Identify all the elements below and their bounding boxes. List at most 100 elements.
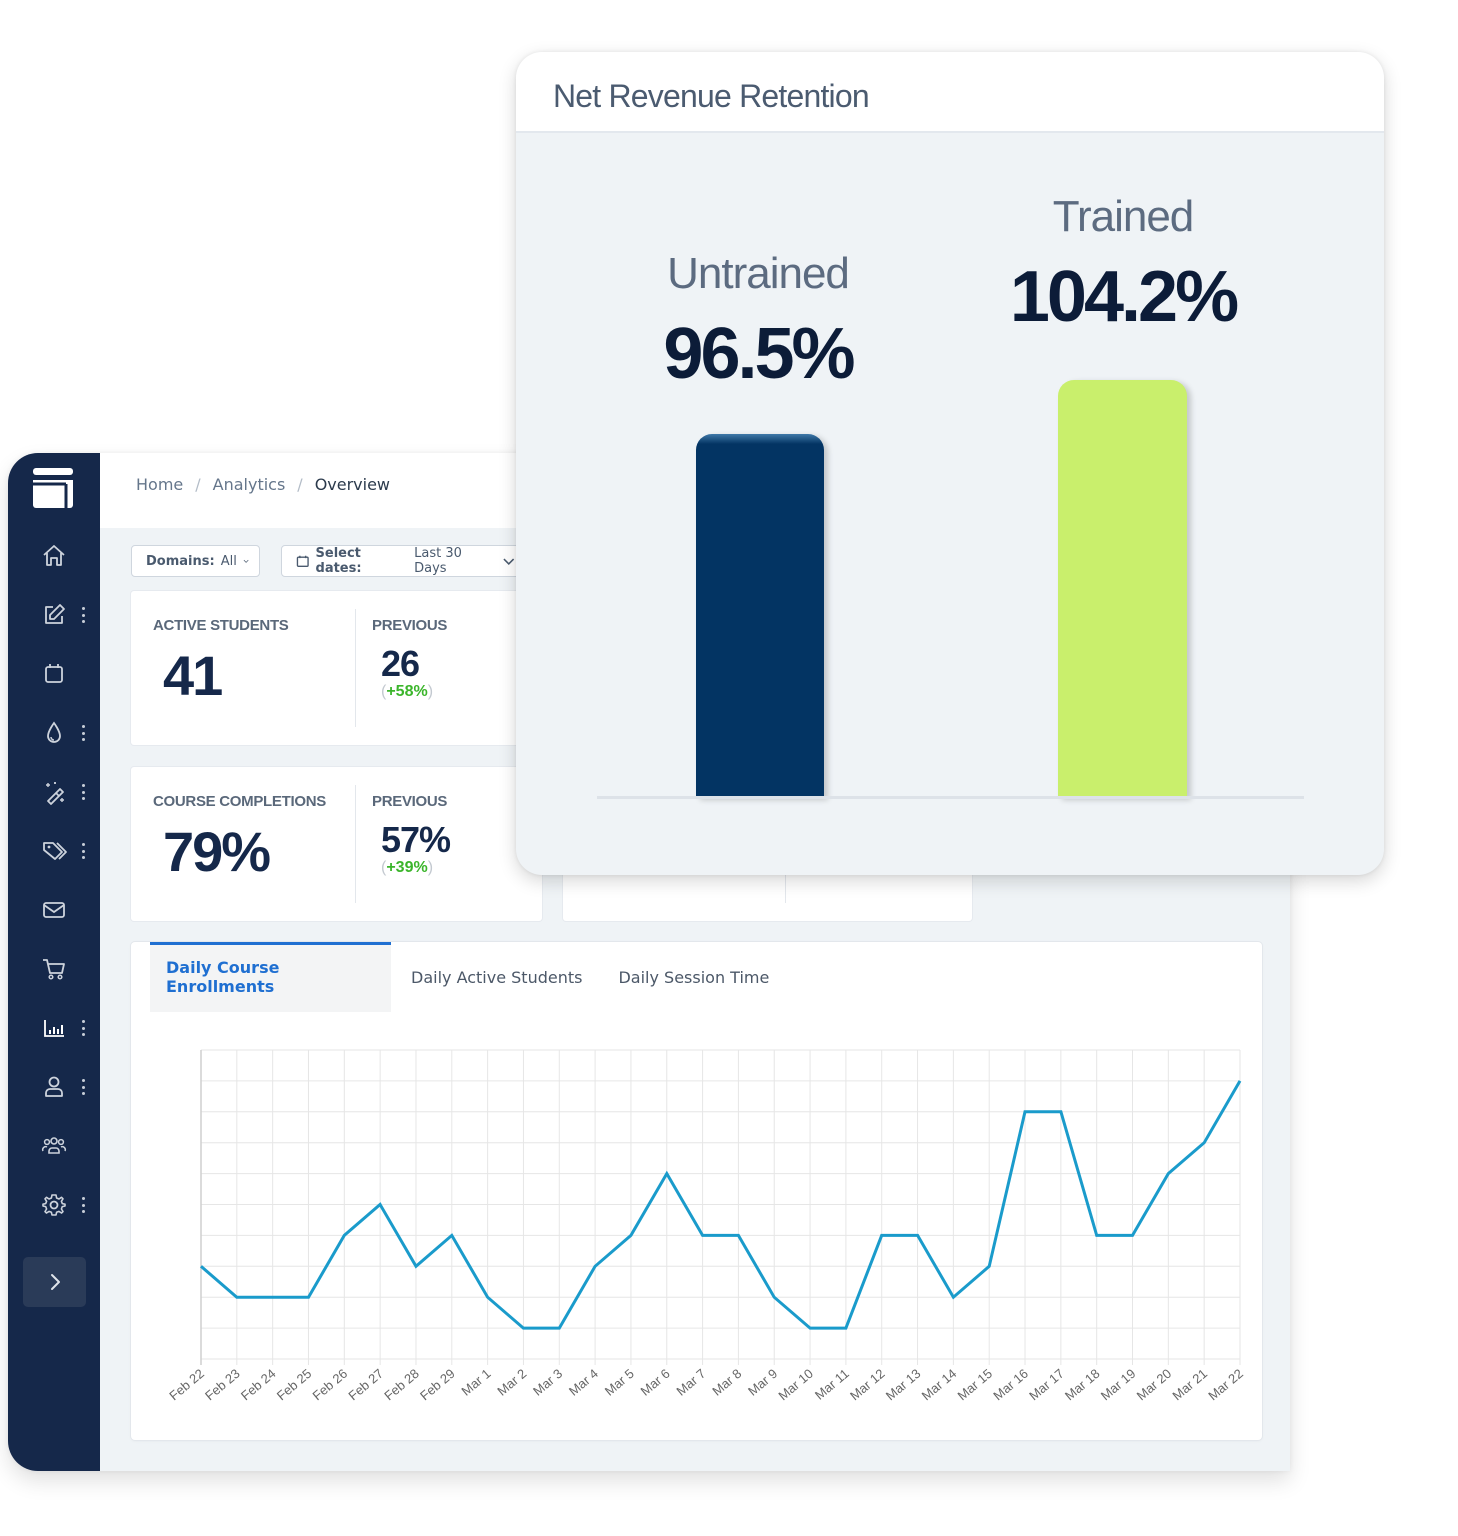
tab-daily-active-students[interactable]: Daily Active Students [411,967,583,987]
x-tick-label: Mar 10 [775,1366,816,1404]
magic-wand-icon [46,782,64,805]
breadcrumb-separator: / [297,475,303,494]
x-tick-label: Feb 29 [417,1366,458,1404]
date-filter-label: Select dates: [315,546,362,576]
x-tick-label: Mar 11 [812,1366,852,1403]
x-tick-label: Mar 13 [883,1366,924,1404]
x-tick-label: Mar 4 [566,1366,601,1399]
x-tick-label: Mar 3 [530,1366,565,1399]
droplet-icon [47,721,61,743]
domains-filter-label: Domains: [146,553,215,569]
chevron-right-icon [50,1274,60,1290]
untrained-value: 96.5% [663,314,855,394]
more-options-icon[interactable] [80,843,86,859]
app-logo-icon[interactable] [30,465,76,511]
date-filter-value: Last 30 Days [414,546,462,576]
untrained-label: Untrained [667,249,850,298]
more-options-icon[interactable] [80,1020,86,1036]
x-tick-label: Mar 8 [709,1366,744,1399]
stat-value: 79% [163,820,271,883]
x-tick-label: Feb 25 [274,1366,315,1404]
change-badge: (+39%) [381,859,434,876]
more-options-icon[interactable] [80,1197,86,1213]
x-tick-label: Feb 23 [202,1366,243,1404]
sidebar-item-edit[interactable] [8,595,100,635]
sidebar-item-droplet[interactable] [8,713,100,753]
x-tick-label: Mar 19 [1098,1366,1139,1404]
card-title: Net Revenue Retention [553,78,870,114]
date-range-dropdown[interactable]: Select dates: Last 30 Days [281,545,526,577]
enrollments-chart-card: Daily Course Enrollments Daily Active Stu… [131,942,1262,1440]
breadcrumb-home[interactable]: Home [136,475,184,494]
change-badge: (+58%) [381,683,434,700]
x-tick-label: Feb 22 [166,1366,207,1404]
x-tick-label: Feb 26 [310,1366,351,1404]
x-tick-label: Mar 22 [1205,1366,1246,1404]
sidebar-item-tags[interactable] [8,831,100,871]
sidebar-item-user[interactable] [8,1067,100,1107]
sidebar-item-cart[interactable] [8,949,100,989]
tab-daily-course-enrollments[interactable]: Daily Course Enrollments [150,942,391,1012]
sidebar [8,453,100,1471]
home-icon [43,545,65,566]
trained-bar [1058,380,1187,798]
stat-label: COURSE COMPLETIONS [153,793,326,810]
previous-value: 57% [381,819,451,860]
trained-value: 104.2% [1009,257,1239,337]
more-options-icon[interactable] [80,784,86,800]
x-tick-label: Mar 17 [1026,1366,1067,1404]
breadcrumb-analytics[interactable]: Analytics [212,475,286,494]
cart-icon [43,959,65,980]
gear-icon [42,1194,66,1216]
x-tick-label: Mar 9 [745,1366,780,1399]
trained-label: Trained [1052,192,1195,241]
breadcrumb-separator: / [195,475,201,494]
more-options-icon[interactable] [80,1079,86,1095]
users-icon [41,1137,67,1154]
tab-daily-session-time[interactable]: Daily Session Time [618,967,770,987]
more-options-icon[interactable] [80,725,86,741]
sidebar-item-magic-wand[interactable] [8,772,100,812]
x-tick-label: Feb 24 [238,1366,279,1404]
x-tick-label: Feb 28 [381,1366,422,1404]
sidebar-item-mail[interactable] [8,890,100,930]
x-tick-label: Mar 12 [847,1366,888,1404]
divider [355,609,356,727]
calendar-icon [45,664,63,683]
x-tick-label: Mar 18 [1062,1366,1103,1404]
x-tick-label: Mar 1 [458,1366,493,1399]
enrollments-line [200,1080,1242,1330]
x-tick-label: Mar 20 [1134,1366,1175,1404]
sidebar-item-calendar[interactable] [8,654,100,694]
divider [355,785,356,903]
mail-icon [43,902,65,918]
expand-sidebar-button[interactable] [23,1257,86,1307]
user-icon [45,1076,63,1097]
bar-chart-icon [44,1020,64,1037]
sidebar-item-users[interactable] [8,1126,100,1166]
sidebar-item-gear[interactable] [8,1185,100,1225]
net-revenue-retention-card: Net Revenue Retention Untrained 96.5% Tr… [516,52,1384,875]
x-tick-label: Mar 21 [1169,1366,1210,1404]
x-tick-label: Mar 16 [990,1366,1031,1404]
breadcrumb-current: Overview [314,475,391,494]
x-tick-label: Mar 15 [954,1366,995,1404]
previous-label: PREVIOUS [372,617,448,634]
x-tick-label: Mar 2 [494,1366,529,1399]
sidebar-item-home[interactable] [8,536,100,576]
sidebar-item-bar-chart[interactable] [8,1008,100,1048]
more-options-icon[interactable] [80,607,86,623]
x-tick-label: Feb 27 [345,1366,386,1404]
course-completions-card: COURSE COMPLETIONS 79% PREVIOUS 57% (+39… [131,767,542,921]
x-tick-label: Mar 7 [673,1366,708,1399]
edit-icon [45,604,65,624]
stat-label: ACTIVE STUDENTS [153,617,289,634]
chart-tabs: Daily Course Enrollments Daily Active Stu… [150,942,789,1012]
chart-baseline [597,796,1304,799]
calendar-icon [296,555,309,567]
untrained-bar [696,434,824,798]
domains-filter-dropdown[interactable]: Domains: All [131,545,260,577]
untrained-group: Untrained 96.5% [628,249,888,394]
active-students-card: ACTIVE STUDENTS 41 PREVIOUS 26 (+58%) [131,591,540,745]
